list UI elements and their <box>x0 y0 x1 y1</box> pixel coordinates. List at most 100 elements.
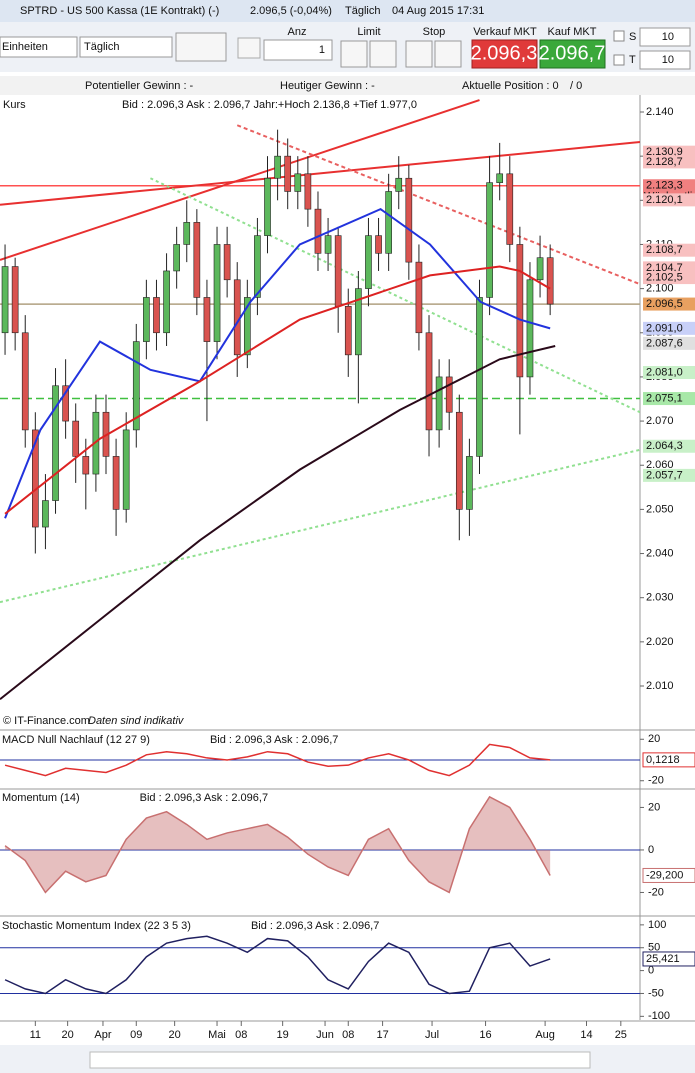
price-flag-label: 2.096,5 <box>646 298 683 310</box>
candle-body <box>496 173 504 183</box>
s-value: 10 <box>662 31 674 43</box>
candle-body <box>183 222 191 245</box>
interval: Täglich <box>345 5 380 17</box>
x-tick-label: 25 <box>615 1029 627 1041</box>
candle-body <box>122 429 130 510</box>
sell-label: Verkauf MKT <box>473 26 537 38</box>
chart-type-button[interactable] <box>175 32 227 62</box>
plot <box>0 795 640 894</box>
candle-body <box>344 305 352 356</box>
panel-title: Stochastic Momentum Index (22 3 5 3) <box>2 920 191 932</box>
candle-body <box>546 257 554 305</box>
y-tick-label: 2.060 <box>646 459 674 471</box>
candle-body <box>203 297 211 342</box>
moving-average <box>0 345 556 701</box>
trendline <box>0 448 640 604</box>
x-tick-label: Apr <box>94 1029 111 1041</box>
x-tick-label: Jun <box>316 1029 334 1041</box>
candle-body <box>243 297 251 356</box>
candle-body <box>143 297 150 342</box>
y-tick-label: 0 <box>648 844 654 856</box>
price-flag-label: 2.057,7 <box>646 469 683 481</box>
price-flag <box>643 468 695 482</box>
candle-body <box>476 297 483 457</box>
s-checkbox[interactable] <box>613 30 625 42</box>
sell-price: 2.096,3 <box>471 42 538 64</box>
candle-body <box>466 456 473 510</box>
window-title: SPTRD - US 500 Kassa (1E Kontrakt) (-) <box>20 5 219 17</box>
price-flag <box>643 392 695 406</box>
candle-body <box>506 173 514 245</box>
price-flag <box>643 336 695 350</box>
panel-subtitle: Bid : 2.096,3 Ask : 2.096,7 <box>140 792 268 804</box>
candle-body <box>324 235 332 254</box>
moving-average <box>4 207 551 519</box>
y-tick-label: 20 <box>648 801 660 813</box>
y-tick-label: 2.040 <box>646 547 674 559</box>
x-tick-label: 14 <box>580 1029 592 1041</box>
candle-body <box>304 173 312 210</box>
s-label: S <box>629 31 636 43</box>
s-input[interactable] <box>639 27 691 47</box>
price-flag-label: 2.128,7 <box>646 156 683 168</box>
scrollbar[interactable] <box>89 1051 591 1069</box>
today-gain: Heutiger Gewinn : - <box>280 80 375 92</box>
y-tick-label: 2.020 <box>646 636 674 648</box>
price-flag <box>643 155 695 169</box>
t-checkbox[interactable] <box>613 54 625 66</box>
limit-buy[interactable] <box>340 40 368 68</box>
candle-body <box>395 177 403 192</box>
candle-body <box>173 244 180 272</box>
y-tick-label: 2.050 <box>646 503 674 515</box>
t-input[interactable] <box>639 50 691 70</box>
x-tick-label: Aug <box>535 1029 555 1041</box>
stop-buy[interactable] <box>405 40 433 68</box>
potential-gain: Potentieller Gewinn : - <box>85 80 194 92</box>
x-tick-label: 09 <box>130 1029 142 1041</box>
candle-body <box>21 332 29 431</box>
plot <box>0 99 640 701</box>
tool-button[interactable] <box>237 37 261 59</box>
candle-body <box>223 244 231 281</box>
buy-button[interactable] <box>539 39 606 69</box>
candle-body <box>405 177 413 263</box>
candle-body <box>62 385 69 422</box>
stop-sell[interactable] <box>434 40 462 68</box>
candle-body <box>233 279 241 356</box>
limit-sell[interactable] <box>369 40 397 68</box>
candle-body <box>52 385 59 501</box>
qty-input[interactable] <box>263 39 333 61</box>
panel-subtitle: Bid : 2.096,3 Ask : 2.096,7 <box>210 734 338 746</box>
x-tick-label: Mai <box>208 1029 226 1041</box>
limit-label: Limit <box>357 26 380 38</box>
value-flag <box>642 951 695 967</box>
quote: 2.096,5 (-0,04%) <box>250 5 332 17</box>
candle-body <box>264 177 271 236</box>
period-dropdown[interactable] <box>79 36 173 58</box>
candle-body <box>445 376 453 413</box>
candle-body <box>314 208 322 254</box>
candle-body <box>355 288 362 356</box>
units-dropdown[interactable] <box>0 36 78 58</box>
candle-body <box>334 235 342 307</box>
t-value: 10 <box>662 54 674 66</box>
candle-body <box>425 332 433 431</box>
trendline <box>236 124 640 286</box>
x-tick-label: 08 <box>342 1029 354 1041</box>
candle-body <box>254 235 261 298</box>
candle-body <box>294 173 302 192</box>
y-tick-label: 100 <box>648 919 666 931</box>
y-tick-label: -20 <box>648 775 664 787</box>
candle-body <box>163 270 170 334</box>
sell-button[interactable] <box>471 39 538 69</box>
buy-label: Kauf MKT <box>548 26 597 38</box>
title-bar <box>0 0 695 22</box>
price-flag <box>643 271 695 285</box>
candle-body <box>32 429 39 528</box>
x-tick-label: 20 <box>169 1029 181 1041</box>
moving-average <box>4 265 551 515</box>
x-tick-label: 20 <box>62 1029 74 1041</box>
x-tick-label: Jul <box>425 1029 439 1041</box>
price-flag <box>643 439 695 453</box>
